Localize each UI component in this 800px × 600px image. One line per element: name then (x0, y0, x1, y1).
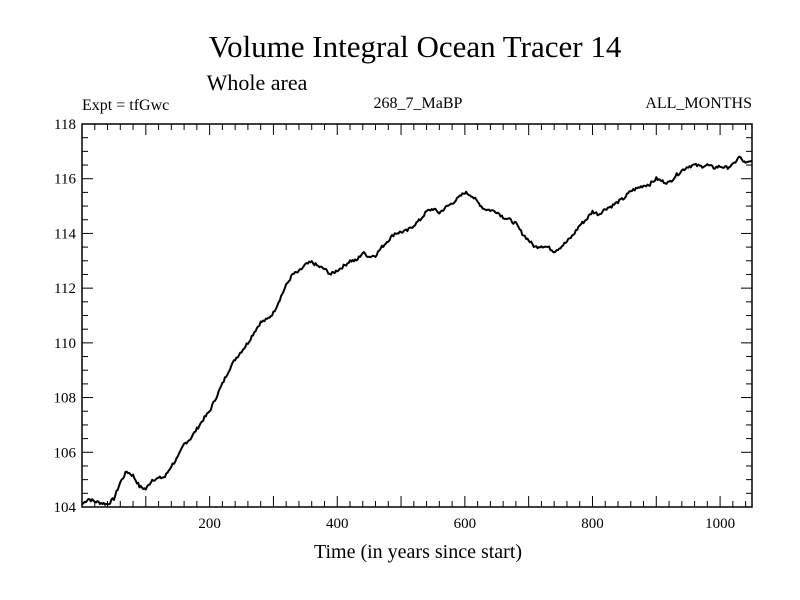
y-tick-label: 108 (54, 391, 77, 407)
plot-frame (81, 123, 753, 508)
x-tick-label: 200 (198, 516, 221, 532)
y-tick-label: 112 (54, 281, 76, 297)
y-tick-label: 116 (54, 172, 76, 188)
x-tick-label: 400 (326, 516, 349, 532)
y-tick-label: 110 (54, 336, 76, 352)
x-axis-label: Time (in years since start) (314, 541, 522, 563)
chart-subtitle: Whole area (207, 70, 308, 95)
y-tick-label: 114 (54, 226, 76, 242)
y-tick-label: 104 (54, 500, 77, 516)
expt-label: Expt = tfGwc (82, 97, 169, 114)
chart-title: Volume Integral Ocean Tracer 14 (209, 29, 622, 64)
ticks-group (82, 124, 752, 507)
months-label: ALL_MONTHS (645, 95, 752, 112)
y-tick-label: 106 (54, 445, 77, 461)
y-tick-label: 118 (54, 117, 76, 133)
tick-labels-group: 200 400 600 800 1000 104 106 108 110 112 114 116 118 (54, 117, 736, 532)
x-tick-label: 800 (581, 516, 604, 532)
x-tick-label: 1000 (705, 516, 735, 532)
series-line (81, 155, 753, 506)
x-tick-label: 600 (454, 516, 477, 532)
run-label: 268_7_MaBP (374, 95, 463, 112)
